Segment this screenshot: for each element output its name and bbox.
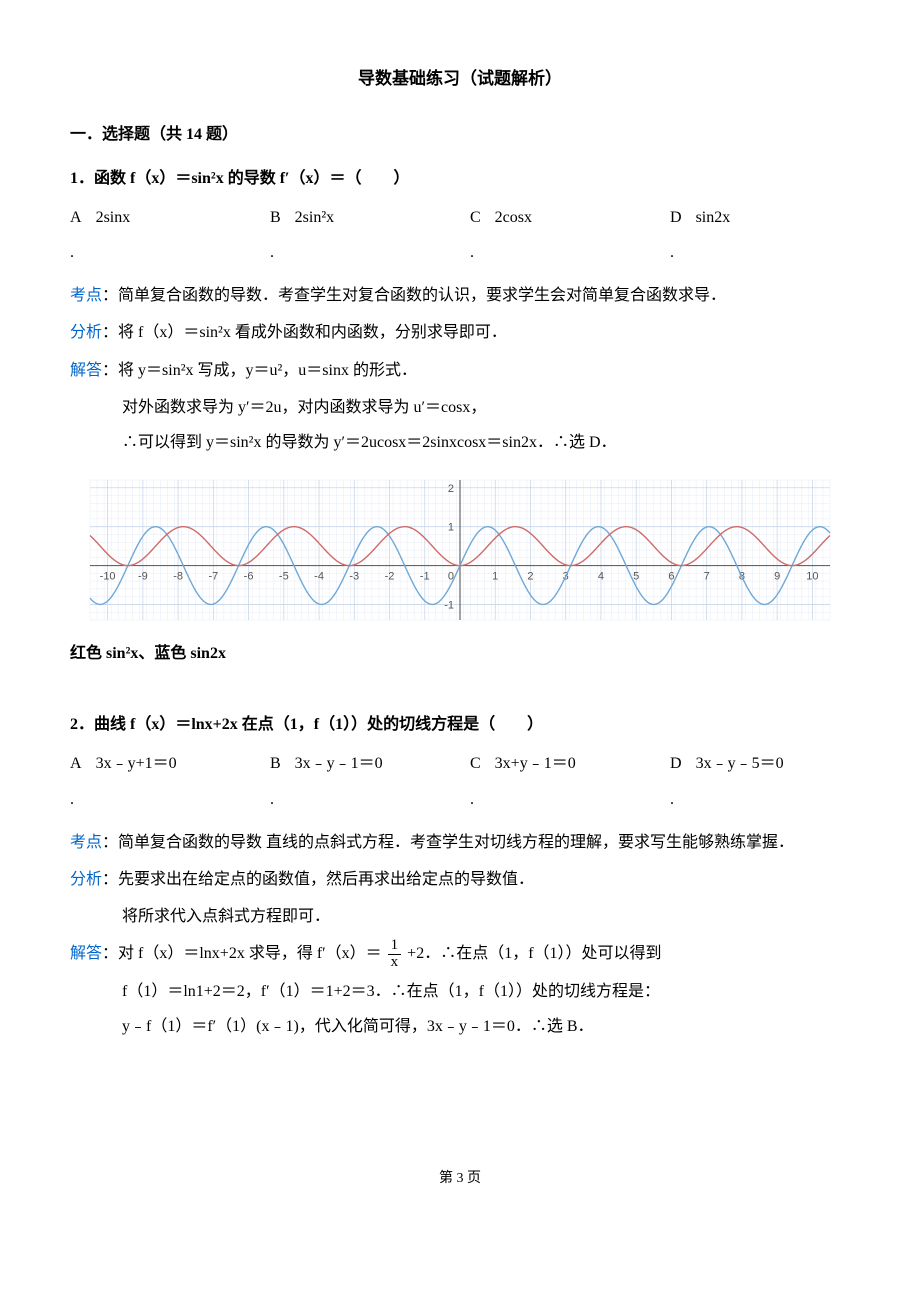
page-footer: 第 3 页 bbox=[70, 1164, 850, 1195]
kaodian-text: 简单复合函数的导数．考查学生对复合函数的认识，要求学生会对简单复合函数求导． bbox=[118, 278, 850, 313]
chart-svg: -10-9-8-7-6-5-4-3-2-112345678910-1120 bbox=[70, 470, 850, 630]
svg-text:-9: -9 bbox=[138, 571, 148, 583]
q2-kaodian: 考点 ： 简单复合函数的导数 直线的点斜式方程．考查学生对切线方程的理解，要求写… bbox=[70, 825, 850, 860]
opt-letter: D. bbox=[670, 200, 682, 270]
opt-letter: C. bbox=[470, 746, 481, 816]
opt-text: 2cosx bbox=[495, 200, 532, 270]
fenxi-text: 将 f（x）＝sin²x 看成外函数和内函数，分别求导即可． bbox=[118, 315, 850, 350]
q1-option-d: D. sin2x bbox=[670, 200, 830, 270]
svg-text:9: 9 bbox=[774, 571, 780, 583]
q2-jieda-line2: f（1）＝ln1+2＝2，f′（1）＝1+2＝3．∴在点（1，f（1））处的切线… bbox=[70, 974, 850, 1009]
svg-text:5: 5 bbox=[633, 571, 639, 583]
page-title: 导数基础练习（试题解析） bbox=[70, 60, 850, 97]
fraction-1-over-x: 1x bbox=[388, 938, 402, 971]
q1-jieda: 解答 ： 将 y＝sin²x 写成，y＝u²，u＝sinx 的形式． bbox=[70, 353, 850, 388]
opt-text: 3x﹣y+1＝0 bbox=[96, 746, 177, 816]
kaodian-text: 简单复合函数的导数 直线的点斜式方程．考查学生对切线方程的理解，要求写生能够熟练… bbox=[118, 825, 850, 860]
q1-chart: -10-9-8-7-6-5-4-3-2-112345678910-1120 bbox=[70, 470, 850, 630]
label-fenxi: 分析 bbox=[70, 315, 102, 350]
jieda-text: 将 y＝sin²x 写成，y＝u²，u＝sinx 的形式． bbox=[118, 353, 850, 388]
svg-text:-2: -2 bbox=[385, 571, 395, 583]
opt-text: 2sin²x bbox=[295, 200, 334, 270]
opt-letter: A. bbox=[70, 200, 82, 270]
opt-text: sin2x bbox=[696, 200, 731, 270]
svg-text:-5: -5 bbox=[279, 571, 289, 583]
jieda-part-b: +2．∴在点（1，f（1））处可以得到 bbox=[407, 945, 661, 962]
q2-option-d: D. 3x﹣y﹣5＝0 bbox=[670, 746, 830, 816]
svg-text:7: 7 bbox=[704, 571, 710, 583]
q1-kaodian: 考点 ： 简单复合函数的导数．考查学生对复合函数的认识，要求学生会对简单复合函数… bbox=[70, 278, 850, 313]
colon: ： bbox=[102, 936, 118, 971]
svg-text:2: 2 bbox=[448, 483, 454, 495]
q2-option-c: C. 3x+y﹣1＝0 bbox=[470, 746, 670, 816]
svg-text:1: 1 bbox=[492, 571, 498, 583]
colon: ： bbox=[102, 315, 118, 350]
q2-fenxi-line2: 将所求代入点斜式方程即可． bbox=[70, 899, 850, 934]
label-kaodian: 考点 bbox=[70, 278, 102, 313]
q1-chart-legend: 红色 sin²x、蓝色 sin2x bbox=[70, 636, 850, 671]
colon: ： bbox=[102, 862, 118, 897]
q2-jieda-line3: y﹣f（1）＝f′（1）(x﹣1)，代入化简可得，3x﹣y﹣1＝0．∴选 B． bbox=[70, 1009, 850, 1044]
svg-text:-8: -8 bbox=[173, 571, 183, 583]
opt-text: 2sinx bbox=[96, 200, 131, 270]
svg-text:1: 1 bbox=[448, 522, 454, 534]
svg-text:-6: -6 bbox=[244, 571, 254, 583]
q1-fenxi: 分析 ： 将 f（x）＝sin²x 看成外函数和内函数，分别求导即可． bbox=[70, 315, 850, 350]
label-fenxi: 分析 bbox=[70, 862, 102, 897]
jieda-text: 对 f（x）＝lnx+2x 求导，得 f′（x）＝ 1x +2．∴在点（1，f（… bbox=[118, 936, 850, 971]
q2-options: A. 3x﹣y+1＝0 B. 3x﹣y﹣1＝0 C. 3x+y﹣1＝0 D. 3… bbox=[70, 746, 850, 816]
q2-option-b: B. 3x﹣y﹣1＝0 bbox=[270, 746, 470, 816]
colon: ： bbox=[102, 353, 118, 388]
q1-option-a: A. 2sinx bbox=[70, 200, 270, 270]
opt-letter: B. bbox=[270, 746, 281, 816]
q1-options: A. 2sinx B. 2sin²x C. 2cosx D. sin2x bbox=[70, 200, 850, 270]
opt-text: 3x﹣y﹣5＝0 bbox=[696, 746, 784, 816]
q1-jieda-line2: 对外函数求导为 y′＝2u，对内函数求导为 u′＝cosx， bbox=[70, 390, 850, 425]
svg-text:-4: -4 bbox=[314, 571, 324, 583]
q2-option-a: A. 3x﹣y+1＝0 bbox=[70, 746, 270, 816]
opt-letter: B. bbox=[270, 200, 281, 270]
q2-stem: 2．曲线 f（x）＝lnx+2x 在点（1，f（1））处的切线方程是（ ） bbox=[70, 707, 850, 742]
label-kaodian: 考点 bbox=[70, 825, 102, 860]
q1-stem: 1．函数 f（x）＝sin²x 的导数 f′（x）＝（ ） bbox=[70, 161, 850, 196]
opt-text: 3x+y﹣1＝0 bbox=[495, 746, 576, 816]
q1-option-c: C. 2cosx bbox=[470, 200, 670, 270]
label-jieda: 解答 bbox=[70, 353, 102, 388]
svg-text:2: 2 bbox=[527, 571, 533, 583]
svg-text:-1: -1 bbox=[420, 571, 430, 583]
opt-text: 3x﹣y﹣1＝0 bbox=[295, 746, 383, 816]
q1-jieda-line3: ∴可以得到 y＝sin²x 的导数为 y′＝2ucosx＝2sinxcosx＝s… bbox=[70, 425, 850, 460]
svg-text:4: 4 bbox=[598, 571, 604, 583]
jieda-part-a: 对 f（x）＝lnx+2x 求导，得 f′（x）＝ bbox=[118, 945, 382, 962]
fenxi-text: 先要求出在给定点的函数值，然后再求出给定点的导数值． bbox=[118, 862, 850, 897]
label-jieda: 解答 bbox=[70, 936, 102, 971]
svg-text:-10: -10 bbox=[100, 571, 116, 583]
q2-jieda: 解答 ： 对 f（x）＝lnx+2x 求导，得 f′（x）＝ 1x +2．∴在点… bbox=[70, 936, 850, 971]
svg-text:-3: -3 bbox=[349, 571, 359, 583]
q1-option-b: B. 2sin²x bbox=[270, 200, 470, 270]
svg-text:10: 10 bbox=[806, 571, 818, 583]
q2-fenxi: 分析 ： 先要求出在给定点的函数值，然后再求出给定点的导数值． bbox=[70, 862, 850, 897]
opt-letter: A. bbox=[70, 746, 82, 816]
colon: ： bbox=[102, 825, 118, 860]
section-header: 一．选择题（共 14 题） bbox=[70, 117, 850, 152]
opt-letter: C. bbox=[470, 200, 481, 270]
opt-letter: D. bbox=[670, 746, 682, 816]
colon: ： bbox=[102, 278, 118, 313]
svg-text:-1: -1 bbox=[444, 600, 454, 612]
svg-text:-7: -7 bbox=[208, 571, 218, 583]
